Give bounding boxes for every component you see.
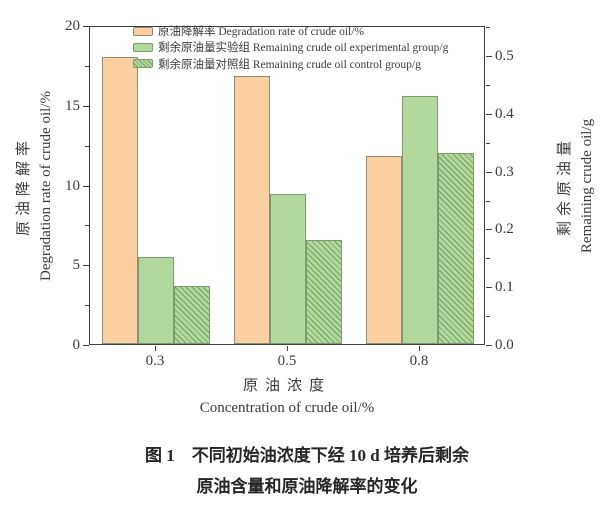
bar-degradation-rate-0.3 [102, 56, 138, 344]
bar-degradation-rate-0.8 [366, 155, 402, 344]
left-axis-tick-label: 5 [72, 257, 81, 274]
right-axis-tick-label: 0.2 [495, 221, 514, 238]
left-axis-major-tick [83, 185, 89, 187]
right-axis-tick-label: 0.1 [495, 279, 514, 296]
legend-row-degradation-rate: 原油降解率 Degradation rate of crude oil/% [133, 23, 448, 39]
right-axis-major-tick [486, 56, 492, 57]
right-axis-major-tick [486, 229, 492, 231]
x-axis-title-zh: 原油浓度 [242, 378, 331, 394]
right-axis-minor-tick [486, 27, 490, 29]
bar-remaining-control-0.8 [438, 153, 474, 344]
left-axis-tick-label: 15 [65, 97, 80, 114]
left-axis-major-tick [83, 26, 89, 27]
legend-label-remaining-control: 剩余原油量对照组 Remaining crude oil control gro… [158, 58, 421, 71]
x-axis-tick-label: 0.8 [409, 353, 429, 369]
x-axis-tick [419, 346, 420, 351]
legend: 原油降解率 Degradation rate of crude oil/% 剩余原… [133, 23, 448, 72]
left-axis-minor-tick [85, 225, 89, 227]
x-axis-tick-label: 0.5 [277, 353, 297, 369]
legend-swatch-remaining-control [133, 59, 153, 69]
bar-remaining-control-0.3 [174, 286, 210, 344]
left-axis-tick-label: 10 [65, 177, 80, 194]
right-axis-title-zh: 剩余原油量 [557, 135, 573, 237]
left-axis-tick-label: 0 [72, 337, 81, 353]
legend-row-remaining-experimental: 剩余原油量实验组 Remaining crude oil experimenta… [133, 39, 448, 55]
right-axis-title: 剩余原油量 Remaining crude oil/g [554, 119, 598, 253]
right-axis-major-tick [486, 113, 492, 115]
legend-label-degradation-rate: 原油降解率 Degradation rate of crude oil/% [158, 26, 364, 39]
figure-caption: 图 1 不同初始油浓度下经 10 d 培养后剩余 原油含量和原油降解率的变化 [0, 440, 614, 502]
right-axis-minor-tick [486, 84, 490, 86]
x-axis-tick [287, 346, 288, 351]
bar-remaining-experimental-0.3 [138, 257, 174, 344]
bar-degradation-rate-0.5 [234, 76, 270, 344]
left-axis-major-tick [83, 345, 89, 346]
x-axis-tick-label: 0.3 [145, 353, 165, 369]
legend-label-remaining-experimental: 剩余原油量实验组 Remaining crude oil experimenta… [158, 42, 449, 55]
right-axis-minor-tick [486, 316, 490, 318]
bar-remaining-control-0.5 [306, 240, 342, 344]
right-axis-tick-label: 0.0 [495, 337, 514, 353]
right-axis-tick-label: 0.5 [495, 48, 514, 64]
x-axis-tick [155, 346, 156, 351]
left-axis-minor-tick [85, 65, 89, 67]
right-axis-minor-tick [486, 142, 490, 144]
plot-area [89, 26, 485, 345]
caption-line-2: 原油含量和原油降解率的变化 [196, 477, 418, 496]
right-axis-title-en: Remaining crude oil/g [579, 118, 595, 254]
right-axis-tick-label: 0.3 [495, 163, 514, 180]
left-axis-minor-tick [85, 145, 89, 147]
legend-row-remaining-control: 剩余原油量对照组 Remaining crude oil control gro… [133, 56, 448, 72]
left-axis-major-tick [83, 105, 89, 107]
right-axis-minor-tick [486, 200, 490, 202]
left-axis-minor-tick [85, 305, 89, 307]
left-axis-tick-label: 20 [65, 18, 80, 34]
x-axis-title: 原油浓度 Concentration of crude oil/% [200, 376, 375, 419]
legend-swatch-remaining-experimental [133, 42, 153, 52]
x-axis-title-en: Concentration of crude oil/% [199, 400, 375, 416]
right-axis-major-tick [486, 171, 492, 173]
caption-line-1: 图 1 不同初始油浓度下经 10 d 培养后剩余 [145, 446, 469, 465]
right-axis-major-tick [486, 345, 492, 346]
bar-remaining-experimental-0.5 [270, 193, 306, 344]
left-axis-major-tick [83, 265, 89, 267]
right-axis-major-tick [486, 287, 492, 289]
left-axis-title-zh: 原油降解率 [16, 135, 32, 237]
legend-swatch-degradation-rate [133, 26, 153, 36]
bar-remaining-experimental-0.8 [402, 95, 438, 344]
right-axis-tick-label: 0.4 [495, 105, 514, 122]
right-axis-minor-tick [486, 258, 490, 260]
